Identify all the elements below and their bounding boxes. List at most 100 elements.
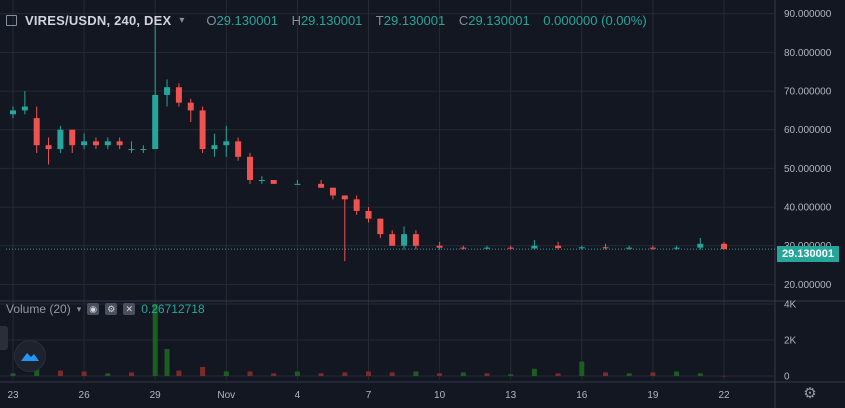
candle-body (92, 141, 99, 146)
candle-body (507, 247, 514, 249)
volume-bar (223, 371, 229, 376)
volume-bar (366, 371, 371, 376)
x-tick-label: 26 (79, 390, 91, 401)
candle-body (318, 183, 325, 188)
side-toggle-button[interactable] (0, 326, 8, 350)
volume-bar (164, 349, 170, 376)
candle-body (649, 247, 656, 249)
settings-gear-icon[interactable]: ⚙ (803, 385, 817, 402)
x-tick-label: 22 (718, 390, 730, 401)
candle-body (57, 129, 64, 150)
x-tick-label: 4 (295, 390, 301, 401)
x-tick-label: 19 (647, 390, 659, 401)
candle-body (578, 247, 585, 249)
volume-bar (531, 368, 537, 376)
chevron-down-icon[interactable]: ▾ (76, 303, 82, 314)
candle-body (235, 141, 242, 157)
gear-icon[interactable]: ⚙ (105, 303, 118, 315)
candle-body (270, 180, 277, 184)
y-tick-label: 80.000000 (784, 48, 832, 59)
low-key: T (375, 12, 384, 28)
x-tick-label: 23 (7, 390, 19, 401)
volume-bar (10, 373, 16, 376)
high-key: H (291, 12, 301, 28)
low-value: 29.130001 (383, 12, 446, 28)
candle-body (412, 234, 419, 246)
chevron-down-icon[interactable]: ▾ (179, 14, 185, 26)
candle-body (33, 118, 40, 146)
candle-body (377, 218, 384, 235)
candle-body (175, 87, 182, 103)
candle-body (164, 87, 171, 95)
volume-bar (176, 370, 182, 376)
volume-bar (200, 367, 206, 376)
volume-bar (294, 371, 300, 376)
close-value: 29.130001 (468, 12, 530, 28)
candle-body (223, 141, 230, 146)
volume-bar (437, 373, 443, 376)
volume-bar (413, 371, 419, 376)
candle-body (626, 247, 633, 249)
volume-bar (105, 373, 111, 376)
x-tick-label: 29 (150, 390, 162, 401)
candle-body (460, 247, 467, 249)
volume-bar (603, 372, 608, 376)
volume-bar (674, 371, 680, 376)
square-icon[interactable] (6, 14, 17, 26)
candle-body (436, 245, 443, 248)
y-tick-label: 70.000000 (784, 87, 832, 98)
volume-tick-label: 2K (784, 336, 797, 347)
candle-body (365, 210, 372, 219)
candle-body (389, 234, 396, 246)
candle-body (140, 149, 147, 151)
candle-body (247, 156, 253, 180)
candle-body (721, 243, 727, 250)
candle-body (116, 141, 123, 146)
volume-value: 0.26712718 (141, 302, 205, 316)
candle-body (81, 141, 88, 146)
candle-body (353, 199, 360, 211)
candle-body (199, 110, 206, 150)
candle-body (10, 110, 16, 115)
x-tick-label: 16 (576, 390, 588, 401)
volume-label: Volume (20) (6, 302, 71, 316)
candle-body (531, 245, 538, 249)
open-value: 29.130001 (216, 12, 278, 28)
volume-bar (57, 370, 63, 376)
volume-bar (81, 371, 87, 376)
volume-tick-label: 4K (784, 300, 797, 311)
y-tick-label: 60.000000 (784, 125, 832, 136)
x-tick-label: Nov (217, 390, 235, 401)
tradingview-logo-icon[interactable] (14, 340, 46, 372)
ohlc-values: O29.130001 H29.130001 T29.130001 C29.130… (206, 13, 656, 28)
close-key: C (458, 12, 469, 28)
change-value: 0.000000 (0.00%) (543, 12, 647, 28)
high-value: 29.130001 (300, 12, 363, 28)
candle-body (21, 106, 28, 111)
x-tick-label: 13 (505, 390, 517, 401)
candle-body (69, 129, 76, 146)
volume-bar (460, 372, 466, 376)
volume-bar (129, 372, 134, 376)
candle-body (294, 183, 301, 185)
candle-body (45, 145, 52, 150)
volume-bar (626, 373, 632, 376)
x-tick-label: 7 (366, 390, 372, 401)
candle-body (329, 187, 336, 196)
close-icon[interactable]: ✕ (123, 303, 136, 315)
candle-body (258, 180, 265, 181)
eye-icon[interactable]: ◉ (87, 303, 100, 315)
volume-bar (555, 373, 561, 376)
candle-body (697, 243, 704, 248)
volume-bar (271, 373, 277, 376)
candle-body (211, 145, 218, 150)
candle-body (401, 234, 408, 246)
y-tick-label: 50.000000 (784, 164, 832, 175)
symbol-title[interactable]: VIRES/USDN, 240, DEX (25, 12, 172, 28)
candle-body (128, 149, 135, 151)
candle-body (484, 247, 490, 249)
volume-bar (318, 373, 324, 376)
volume-legend: Volume (20) ▾ ◉ ⚙ ✕ 0.26712718 (6, 300, 205, 318)
volume-tick-label: 0 (784, 372, 790, 383)
